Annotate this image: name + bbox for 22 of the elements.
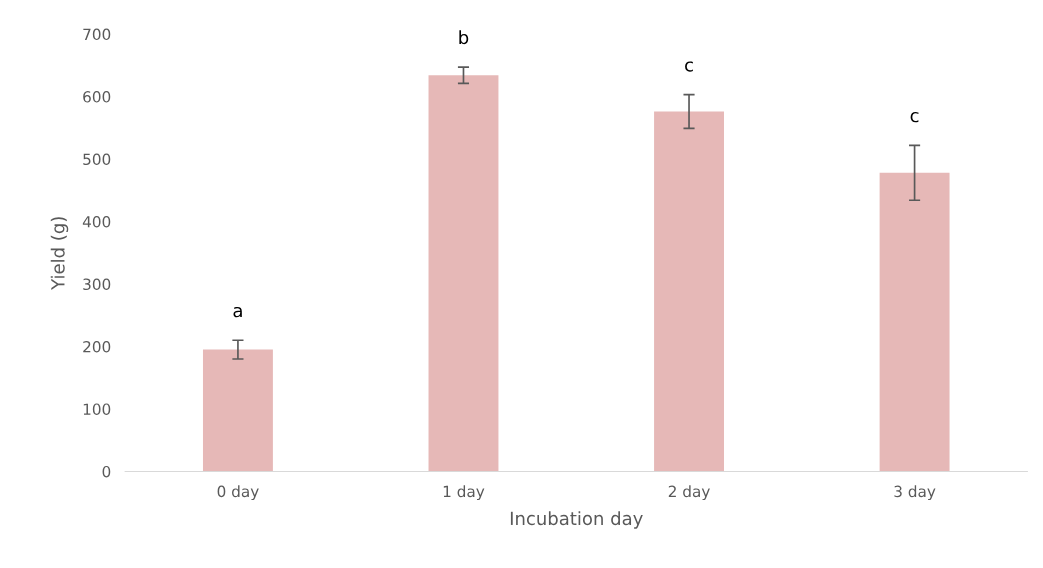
annotation: b bbox=[459, 30, 469, 45]
bar bbox=[428, 75, 499, 472]
annotation: c bbox=[910, 111, 919, 123]
y-tick-label: 500 bbox=[83, 153, 111, 166]
y-tick-label: 0 bbox=[102, 465, 111, 478]
annotation: c bbox=[685, 61, 693, 72]
y-tick-label: 700 bbox=[83, 28, 111, 41]
y-tick-label: 400 bbox=[82, 215, 111, 228]
y-tick-label: 100 bbox=[83, 403, 111, 415]
bar bbox=[202, 349, 273, 472]
bar bbox=[654, 111, 724, 472]
x-tick-label: 3 day bbox=[894, 485, 936, 501]
x-tick-label: 1 day bbox=[443, 485, 485, 501]
x-tick-label: 2 day bbox=[668, 485, 710, 501]
x-axis-title: Incubation day bbox=[510, 511, 643, 529]
y-tick-label: 300 bbox=[83, 278, 111, 291]
y-tick-label: 200 bbox=[83, 340, 111, 353]
bar bbox=[879, 172, 950, 472]
y-axis-title: Yield (g) bbox=[50, 217, 69, 290]
x-tick-label: 0 day bbox=[217, 485, 259, 501]
y-tick-label: 600 bbox=[83, 91, 111, 103]
annotation: a bbox=[233, 306, 242, 318]
